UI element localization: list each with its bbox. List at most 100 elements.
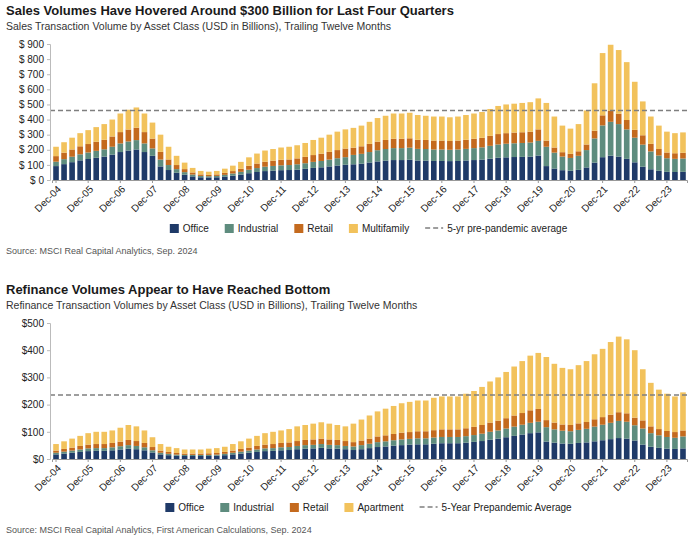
bar bbox=[166, 165, 172, 170]
y-tick: $300 bbox=[22, 372, 50, 383]
bar bbox=[85, 433, 91, 444]
bar bbox=[286, 450, 292, 459]
bar bbox=[407, 439, 413, 445]
bar bbox=[664, 394, 670, 431]
bar bbox=[439, 141, 445, 150]
bar bbox=[61, 164, 67, 180]
x-tick-label: Dec-23 bbox=[643, 462, 674, 493]
legend-label: Retail bbox=[303, 502, 329, 513]
bar bbox=[568, 431, 574, 444]
bar bbox=[254, 446, 260, 450]
bar bbox=[463, 394, 469, 429]
bar bbox=[648, 117, 654, 144]
bar bbox=[222, 447, 228, 452]
y-tick: $ 100 bbox=[19, 160, 50, 171]
bar bbox=[487, 423, 493, 432]
bar bbox=[592, 441, 598, 459]
x-tick: Dec-11 bbox=[258, 459, 288, 493]
bar bbox=[423, 116, 429, 140]
chart-panel: Refinance Volumes Appear to Have Reached… bbox=[6, 282, 688, 535]
bar bbox=[230, 451, 236, 453]
x-tick: Dec-06 bbox=[97, 459, 128, 493]
bar bbox=[134, 441, 140, 446]
bar bbox=[222, 454, 228, 455]
bar bbox=[608, 439, 614, 459]
x-tick-label: Dec-14 bbox=[354, 462, 385, 493]
bar bbox=[576, 443, 582, 459]
bar bbox=[318, 448, 324, 459]
bar bbox=[584, 150, 590, 167]
y-tick-mark bbox=[47, 150, 50, 151]
bar bbox=[576, 365, 582, 423]
bar bbox=[326, 439, 332, 444]
y-axis-line bbox=[47, 45, 51, 181]
bar bbox=[519, 143, 525, 157]
x-tick-mark bbox=[281, 459, 282, 462]
y-tick-label: $100 bbox=[22, 427, 45, 438]
bar bbox=[126, 449, 132, 459]
bar bbox=[527, 132, 533, 143]
bar bbox=[118, 152, 124, 180]
bar bbox=[198, 456, 204, 459]
bar bbox=[294, 164, 300, 169]
y-tick: $ 0 bbox=[30, 175, 50, 186]
bar bbox=[61, 441, 67, 449]
bar bbox=[503, 429, 509, 438]
x-tick-label: Dec-05 bbox=[65, 462, 96, 493]
x-tick: Dec-17 bbox=[450, 459, 481, 493]
bar bbox=[359, 445, 365, 449]
bar bbox=[158, 451, 164, 453]
x-tick-mark bbox=[538, 180, 539, 183]
bar bbox=[407, 113, 413, 139]
bar bbox=[254, 452, 260, 459]
bar bbox=[93, 158, 99, 180]
bar bbox=[415, 161, 421, 180]
bar bbox=[616, 337, 622, 413]
bar bbox=[407, 402, 413, 432]
bar bbox=[664, 437, 670, 449]
x-tick: Dec-18 bbox=[483, 459, 514, 493]
bar bbox=[343, 446, 349, 449]
bar bbox=[487, 440, 493, 459]
bar bbox=[238, 454, 244, 459]
x-tick: Dec-21 bbox=[579, 180, 610, 214]
bar bbox=[182, 172, 188, 175]
bar bbox=[294, 441, 300, 446]
x-tick-label: Dec-04 bbox=[33, 183, 64, 214]
y-tick-label: $ 600 bbox=[19, 84, 44, 95]
bar bbox=[375, 161, 381, 180]
bar bbox=[407, 432, 413, 439]
bar bbox=[552, 153, 558, 169]
bar bbox=[503, 157, 509, 180]
bar bbox=[254, 172, 260, 180]
bar bbox=[535, 432, 541, 459]
x-tick-label: Dec-20 bbox=[547, 183, 578, 214]
bar bbox=[519, 435, 525, 459]
legend: OfficeIndustrialRetailApartment5-Year Pr… bbox=[165, 502, 572, 513]
bar bbox=[190, 449, 196, 453]
bar bbox=[246, 170, 252, 173]
x-tick: Dec-07 bbox=[129, 180, 160, 214]
bar bbox=[286, 429, 292, 442]
legend-swatch bbox=[425, 227, 443, 229]
bar bbox=[672, 438, 678, 449]
bar bbox=[511, 367, 517, 416]
bar bbox=[118, 114, 124, 133]
bar bbox=[367, 162, 373, 180]
bar bbox=[182, 449, 188, 453]
y-axis-line bbox=[47, 324, 51, 460]
bar bbox=[415, 431, 421, 438]
bar bbox=[367, 152, 373, 162]
bar bbox=[399, 114, 405, 139]
bar bbox=[455, 161, 461, 180]
bar bbox=[568, 171, 574, 180]
bar bbox=[463, 428, 469, 436]
bar bbox=[648, 426, 654, 433]
bar bbox=[93, 444, 99, 448]
bar bbox=[286, 170, 292, 180]
bar bbox=[238, 449, 244, 452]
bar bbox=[142, 114, 148, 133]
y-tick-mark bbox=[47, 104, 50, 105]
bar bbox=[206, 177, 212, 180]
bar bbox=[600, 425, 606, 441]
